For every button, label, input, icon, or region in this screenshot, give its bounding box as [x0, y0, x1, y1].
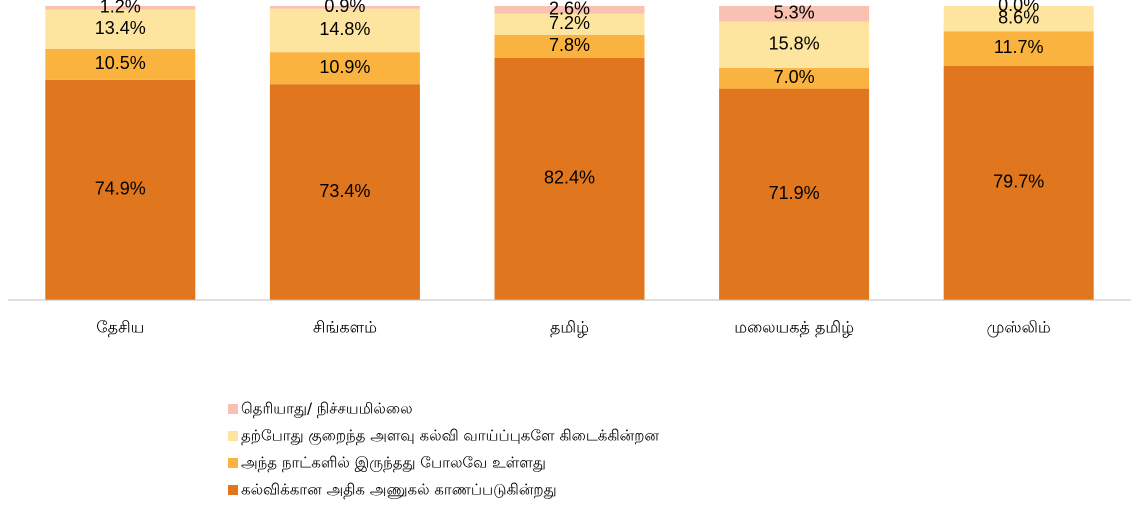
bar-segment [719, 88, 870, 300]
data-label: 10.5% [95, 53, 146, 73]
bar-segment [45, 6, 196, 10]
legend-swatch [228, 485, 238, 495]
legend-label: கல்விக்கான அதிக அணுகல் காணப்படுகின்றது [241, 481, 557, 499]
data-label: 1.2% [100, 0, 141, 17]
data-label: 74.9% [95, 179, 146, 199]
bar-segment [943, 31, 1094, 66]
data-label: 7.0% [774, 67, 815, 87]
legend-swatch [228, 458, 238, 468]
data-label: 5.3% [774, 3, 815, 23]
data-label: 11.7% [994, 37, 1044, 57]
bar-segment [719, 21, 870, 69]
bar-segment [494, 57, 645, 300]
bar-segment [269, 84, 420, 300]
bar-segment [269, 52, 420, 85]
x-tick-label: தமிழ் [550, 318, 589, 337]
data-label: 7.2% [549, 13, 590, 33]
bar-segment [45, 79, 196, 300]
data-label: 15.8% [769, 34, 820, 54]
bar-segment [943, 65, 1094, 300]
data-label: 10.9% [319, 57, 370, 77]
data-label: 0.0% [998, 0, 1039, 15]
data-label: 73.4% [319, 181, 370, 201]
legend-label: அந்த நாட்களில் இருந்தது போலவே உள்ளது [241, 454, 546, 472]
bar-segment [494, 34, 645, 58]
bar-segment [494, 13, 645, 35]
data-label: 13.4% [95, 18, 146, 38]
bar-segment [269, 6, 420, 9]
x-tick-label: சிங்களம் [313, 318, 377, 337]
legend-label: தெரியாது/ நிச்சயமில்லை [241, 400, 413, 418]
data-label: 14.8% [319, 19, 370, 39]
legend-label: தற்போது குறைந்த அளவு கல்வி வாய்ப்புகளே க… [241, 427, 659, 446]
x-tick-label: மலையகத் தமிழ் [734, 318, 854, 337]
x-tick-label: தேசிய [96, 318, 144, 337]
bar-segment [45, 48, 196, 80]
data-label: 79.7% [993, 172, 1044, 192]
data-label: 82.4% [544, 168, 595, 188]
data-label: 71.9% [769, 183, 820, 203]
bar-segment [45, 9, 196, 49]
bar-segment [719, 68, 870, 89]
x-tick-label: முஸ்லிம் [987, 318, 1051, 338]
bar-segment [269, 8, 420, 53]
data-label: 0.9% [324, 0, 365, 16]
bar-segment [719, 6, 870, 22]
legend-swatch [228, 431, 238, 441]
bar-segment [943, 6, 1094, 32]
bar-segment [494, 6, 645, 14]
data-label: 7.8% [549, 35, 590, 55]
data-label: 8.6% [998, 7, 1039, 27]
legend-swatch [228, 404, 238, 414]
data-label: 2.6% [549, 0, 590, 19]
